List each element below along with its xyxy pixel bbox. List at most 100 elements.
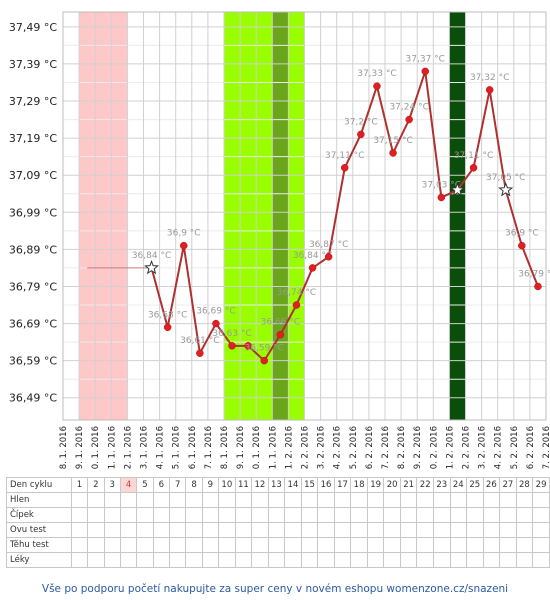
data-point xyxy=(485,86,494,94)
data-label: 36,9 °C xyxy=(167,229,201,239)
data-label: 36,74 °C xyxy=(277,288,316,298)
temperature-line xyxy=(150,70,539,362)
x-tick-label: 15. 2. 2016 xyxy=(510,426,520,470)
table-cell xyxy=(350,522,368,538)
table-cell xyxy=(366,492,385,508)
table-cell xyxy=(482,537,501,553)
cycle-day-number: 9 xyxy=(201,477,220,493)
cycle-day-number: 14 xyxy=(284,477,302,493)
table-cell xyxy=(284,522,302,538)
table-cell xyxy=(532,492,550,508)
x-tick-label: 11. 2. 2016 xyxy=(445,426,455,470)
table-cell xyxy=(333,552,352,568)
table-cell xyxy=(515,522,534,538)
x-tick-label: 8. 2. 2016 xyxy=(397,426,407,469)
table-cell xyxy=(466,552,484,568)
table-cell xyxy=(317,537,335,553)
table-cell xyxy=(251,507,269,523)
table-cell xyxy=(152,507,170,523)
data-label: 37,37 °C xyxy=(406,54,445,64)
cycle-day-number: 26 xyxy=(482,477,501,493)
table-cell xyxy=(432,522,451,538)
x-tick-label: 27. 1. 2016 xyxy=(204,426,214,470)
table-cell xyxy=(300,507,319,523)
table-cell xyxy=(119,522,138,538)
table-cell xyxy=(317,507,335,523)
table-cell xyxy=(185,507,203,523)
table-cell xyxy=(366,552,385,568)
data-label: 37,05 °C xyxy=(486,173,525,183)
table-cell xyxy=(333,492,352,508)
table-cell xyxy=(70,522,89,538)
data-label: 36,87 °C xyxy=(309,240,348,250)
cycle-day-number: 3 xyxy=(103,477,121,493)
data-label: 37,2 °C xyxy=(344,117,378,127)
table-cell xyxy=(251,522,269,538)
table-cell xyxy=(499,552,517,568)
table-cell xyxy=(300,552,319,568)
data-label: 36,9 °C xyxy=(505,229,539,239)
table-cell xyxy=(515,537,534,553)
table-cell xyxy=(432,507,451,523)
table-cell xyxy=(87,552,105,568)
data-point xyxy=(373,82,381,90)
table-cell xyxy=(251,537,269,553)
table-cell xyxy=(87,537,105,553)
table-cell xyxy=(103,537,121,553)
table-cell xyxy=(267,552,286,568)
table-cell xyxy=(87,522,105,538)
data-point xyxy=(260,356,268,365)
cycle-day-number: 28 xyxy=(515,477,534,493)
table-cell xyxy=(234,492,253,508)
band-fertile xyxy=(224,12,305,420)
table-cell xyxy=(515,552,534,568)
table-cell xyxy=(70,507,89,523)
data-point xyxy=(276,330,285,339)
table-cell xyxy=(499,492,517,508)
table-cell xyxy=(168,492,187,508)
table-cell xyxy=(300,522,319,538)
table-row-label: Den cyklu xyxy=(6,477,72,493)
data-point xyxy=(534,282,542,291)
x-tick-label: 14. 2. 2016 xyxy=(494,426,504,470)
data-point xyxy=(518,241,526,250)
x-tick-label: 23. 1. 2016 xyxy=(140,426,150,470)
band-menstruation xyxy=(79,12,128,420)
footer-promo-link[interactable]: Vše po podporu početí nakupujte za super… xyxy=(41,583,509,595)
table-cell xyxy=(300,492,319,508)
table-cell xyxy=(218,492,236,508)
table-cell xyxy=(482,522,501,538)
table-cell xyxy=(466,507,484,523)
data-point xyxy=(180,241,188,250)
data-point-star xyxy=(449,182,465,197)
table-cell xyxy=(432,552,451,568)
data-point xyxy=(469,164,478,172)
table-cell xyxy=(284,507,302,523)
x-tick-label: 3. 2. 2016 xyxy=(317,426,327,469)
table-cell xyxy=(119,492,138,508)
data-label: 36,69 °C xyxy=(196,307,235,317)
data-label: 36,84 °C xyxy=(132,251,171,261)
table-cell xyxy=(168,522,187,538)
x-tick-label: 2. 2. 2016 xyxy=(301,426,311,469)
table-cell xyxy=(70,537,89,553)
table-cell xyxy=(482,492,501,508)
table-cell xyxy=(218,537,236,553)
table-cell xyxy=(482,552,501,568)
table-cell xyxy=(515,492,534,508)
data-label: 36,66 °C xyxy=(261,318,300,328)
table-cell xyxy=(416,492,434,508)
table-cell xyxy=(466,522,484,538)
y-tick-label: 37,49 °C xyxy=(9,21,57,34)
table-cell xyxy=(70,492,89,508)
x-tick-label: 28. 1. 2016 xyxy=(220,426,230,470)
data-point xyxy=(292,301,301,309)
y-tick-label: 37,29 °C xyxy=(9,95,57,108)
table-cell xyxy=(432,492,451,508)
table-cell xyxy=(201,507,220,523)
table-cell xyxy=(333,522,352,538)
x-tick-label: 19. 1. 2016 xyxy=(75,426,85,470)
y-tick-label: 36,69 °C xyxy=(9,318,57,331)
cycle-day-number: 19 xyxy=(366,477,385,493)
data-label: 37,11 °C xyxy=(454,151,493,161)
